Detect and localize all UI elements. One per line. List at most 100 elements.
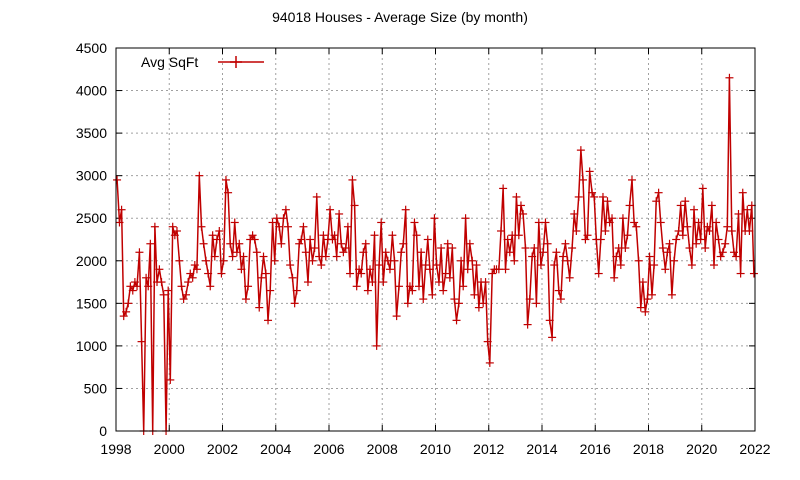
- data-point: [678, 231, 687, 240]
- data-point: [559, 252, 568, 261]
- data-point: [532, 299, 541, 308]
- data-point: [681, 197, 690, 206]
- data-point: [705, 226, 714, 235]
- data-point: [275, 222, 284, 231]
- data-point: [525, 295, 534, 304]
- data-point: [463, 265, 472, 274]
- data-point: [270, 256, 279, 265]
- data-point: [563, 256, 572, 265]
- y-tick-label: 3000: [76, 168, 107, 184]
- data-point: [206, 282, 215, 291]
- data-point: [410, 218, 419, 227]
- data-point: [658, 244, 667, 253]
- data-point: [119, 312, 128, 321]
- data-point: [192, 265, 201, 274]
- data-point: [405, 282, 414, 291]
- data-point: [585, 167, 594, 176]
- data-point: [430, 214, 439, 223]
- data-point: [113, 175, 122, 184]
- data-point: [259, 252, 268, 261]
- data-point: [264, 316, 273, 325]
- data-point: [195, 171, 204, 180]
- data-point: [703, 222, 712, 231]
- data-point: [459, 282, 468, 291]
- data-point: [545, 316, 554, 325]
- x-tick-label: 2002: [207, 441, 238, 457]
- data-point: [130, 278, 139, 287]
- data-point: [588, 188, 597, 197]
- data-point: [235, 239, 244, 248]
- data-point: [199, 239, 208, 248]
- data-point: [579, 175, 588, 184]
- data-point: [395, 282, 404, 291]
- data-point: [452, 316, 461, 325]
- data-point: [297, 235, 306, 244]
- data-point: [445, 273, 454, 282]
- data-point: [729, 248, 738, 257]
- data-point: [709, 261, 718, 270]
- data-point: [701, 244, 710, 253]
- data-point: [288, 273, 297, 282]
- data-point: [204, 269, 213, 278]
- data-point: [690, 205, 699, 214]
- data-point: [650, 261, 659, 270]
- data-point: [457, 256, 466, 265]
- data-point: [721, 239, 730, 248]
- data-point: [379, 278, 388, 287]
- data-point: [142, 273, 151, 282]
- data-point: [543, 239, 552, 248]
- data-point: [179, 295, 188, 304]
- data-point: [124, 299, 133, 308]
- data-point: [496, 226, 505, 235]
- data-point: [343, 222, 352, 231]
- data-point: [228, 252, 237, 261]
- data-point: [261, 269, 270, 278]
- data-point: [237, 265, 246, 274]
- y-tick-label: 2000: [76, 253, 107, 269]
- data-point: [168, 222, 177, 231]
- data-point: [188, 273, 197, 282]
- data-point: [734, 209, 743, 218]
- data-point: [337, 239, 346, 248]
- x-tick-label: 2020: [686, 441, 717, 457]
- data-point: [266, 286, 275, 295]
- data-point: [581, 235, 590, 244]
- data-point: [488, 269, 497, 278]
- data-point: [332, 252, 341, 261]
- data-point: [375, 261, 384, 270]
- data-point: [397, 248, 406, 257]
- data-point: [499, 184, 508, 193]
- data-point: [623, 231, 632, 240]
- data-point: [570, 209, 579, 218]
- data-point: [248, 231, 257, 240]
- data-point: [723, 222, 732, 231]
- data-point: [137, 337, 146, 346]
- data-point: [618, 214, 627, 223]
- data-point: [201, 256, 210, 265]
- data-point: [381, 248, 390, 257]
- data-point: [244, 282, 253, 291]
- data-point: [339, 248, 348, 257]
- data-point: [352, 282, 361, 291]
- data-point: [514, 231, 523, 240]
- data-point: [432, 261, 441, 270]
- data-point: [516, 201, 525, 210]
- y-tick-label: 0: [99, 423, 107, 439]
- data-point: [694, 218, 703, 227]
- data-point: [661, 265, 670, 274]
- data-point: [485, 358, 494, 367]
- data-point: [419, 295, 428, 304]
- data-point: [290, 299, 299, 308]
- data-point: [144, 282, 153, 291]
- data-point: [696, 235, 705, 244]
- data-point: [399, 239, 408, 248]
- data-point: [230, 218, 239, 227]
- data-point: [306, 235, 315, 244]
- data-point: [718, 248, 727, 257]
- data-point: [335, 209, 344, 218]
- data-point: [308, 256, 317, 265]
- y-tick-label: 1500: [76, 295, 107, 311]
- data-point: [366, 265, 375, 274]
- data-point: [576, 146, 585, 155]
